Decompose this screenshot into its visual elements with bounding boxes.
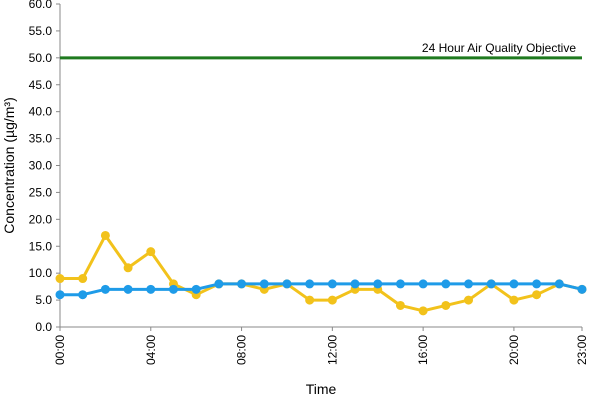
data-point — [532, 279, 542, 289]
x-tick-label: 00:00 — [53, 335, 67, 365]
objective-label: 24 Hour Air Quality Objective — [422, 41, 576, 55]
data-point — [305, 279, 315, 289]
y-tick-label: 40.0 — [29, 105, 53, 119]
data-point — [237, 279, 247, 289]
data-point — [395, 300, 405, 310]
data-point — [373, 279, 383, 289]
data-point — [305, 295, 315, 305]
y-axis-ticks: 0.0 5.0 10.0 15.0 20.0 25.0 30.0 35.0 40.0 45.0 50… — [29, 0, 60, 334]
x-tick-label: 16:00 — [416, 335, 430, 365]
series-2 — [55, 279, 587, 300]
y-tick-label: 5.0 — [35, 293, 52, 307]
data-point — [577, 284, 587, 294]
data-point — [146, 247, 156, 257]
data-point — [282, 279, 292, 289]
x-tick-label: 20:00 — [507, 335, 521, 365]
series-1 — [55, 230, 587, 316]
data-point — [55, 290, 65, 300]
data-point — [55, 274, 65, 284]
x-tick-label: 23:00 — [575, 335, 589, 365]
y-axis-title: Concentration (µg/m³) — [1, 97, 17, 233]
y-tick-label: 30.0 — [29, 159, 53, 173]
data-point — [327, 279, 337, 289]
y-tick-label: 50.0 — [29, 51, 53, 65]
data-point — [441, 300, 451, 310]
data-point — [259, 279, 269, 289]
y-tick-label: 55.0 — [29, 24, 53, 38]
data-point — [418, 306, 428, 316]
y-tick-label: 10.0 — [29, 266, 53, 280]
x-tick-label: 12:00 — [325, 335, 339, 365]
x-tick-label: 04:00 — [144, 335, 158, 365]
data-point — [486, 279, 496, 289]
data-point — [441, 279, 451, 289]
data-point — [464, 279, 474, 289]
data-point — [214, 279, 224, 289]
data-point — [146, 284, 156, 294]
data-point — [418, 279, 428, 289]
data-point — [100, 284, 110, 294]
x-axis-title: Time — [306, 381, 337, 397]
series-line — [60, 233, 583, 313]
data-point — [100, 230, 110, 240]
data-point — [78, 290, 88, 300]
y-tick-label: 60.0 — [29, 0, 53, 11]
y-tick-label: 20.0 — [29, 212, 53, 226]
data-point — [350, 279, 360, 289]
y-tick-label: 0.0 — [35, 320, 52, 334]
data-point — [464, 295, 474, 305]
data-point — [509, 295, 519, 305]
data-point — [395, 279, 405, 289]
y-tick-label: 15.0 — [29, 239, 53, 253]
y-tick-label: 25.0 — [29, 185, 53, 199]
data-point — [554, 279, 564, 289]
data-point — [532, 290, 542, 300]
data-point — [327, 295, 337, 305]
series-layer — [55, 230, 587, 316]
data-point — [123, 263, 133, 273]
data-point — [168, 284, 178, 294]
y-tick-label: 35.0 — [29, 132, 53, 146]
data-point — [123, 284, 133, 294]
x-tick-label: 08:00 — [235, 335, 249, 365]
y-tick-label: 45.0 — [29, 78, 53, 92]
data-point — [78, 274, 88, 284]
x-axis-ticks: 00:00 04:00 08:00 12:00 16:00 20:00 23:00 — [53, 327, 589, 365]
data-point — [509, 279, 519, 289]
data-point — [191, 284, 201, 294]
